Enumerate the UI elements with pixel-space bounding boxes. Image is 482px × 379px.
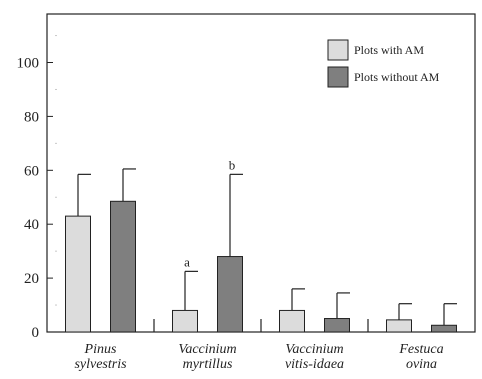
y-tick-label: 80 [24, 109, 39, 125]
bar [217, 256, 243, 333]
y-tick-label: 40 [24, 217, 39, 233]
legend-swatch [327, 66, 349, 88]
x-category-label: ovina [406, 357, 437, 372]
x-category-label: myrtillus [183, 357, 233, 372]
bar [65, 215, 91, 333]
bar [324, 318, 350, 333]
bar [110, 200, 136, 333]
y-tick-label: 0 [32, 325, 40, 341]
legend-label: Plots without AM [354, 70, 440, 84]
x-category-label: sylvestris [74, 357, 127, 372]
legend-swatch [327, 39, 349, 61]
x-category-label: Pinus [84, 342, 117, 357]
bar [386, 319, 412, 333]
y-tick-label: 60 [24, 163, 39, 179]
axes: 0 20 40 60 80 100 [17, 13, 476, 341]
significance-label: a [184, 254, 190, 269]
y-tick-label: 100 [17, 56, 40, 72]
x-category-label: vitis-idaea [285, 357, 344, 372]
significance-label: b [229, 157, 236, 172]
x-category-label: Vaccinium [285, 342, 343, 357]
x-category-label: Festuca [398, 342, 443, 357]
bar [279, 309, 305, 333]
legend-label: Plots with AM [354, 43, 424, 57]
bar [172, 309, 198, 333]
labels: PinussylvestrisabVacciniummyrtillusVacci… [74, 157, 443, 372]
bars [65, 200, 457, 333]
bar [431, 324, 457, 333]
y-tick-label: 20 [24, 271, 39, 287]
x-category-label: Vaccinium [178, 342, 236, 357]
legend: Plots with AM Plots without AM [327, 39, 440, 88]
error-bars [77, 168, 457, 326]
